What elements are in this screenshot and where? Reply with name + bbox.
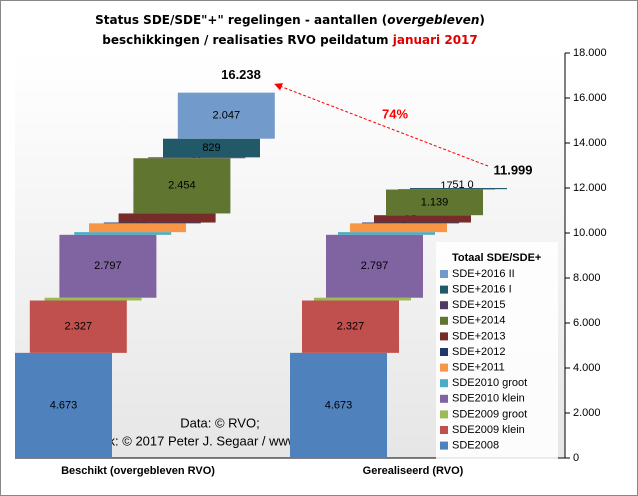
bar-segment xyxy=(74,232,172,235)
legend-label: SDE2010 klein xyxy=(452,393,525,405)
arrow xyxy=(274,83,489,167)
chart-subtitle: beschikkingen / realisaties RVO peildatu… xyxy=(102,33,478,47)
y-tick-label: 14.000 xyxy=(573,137,607,149)
bar-segment xyxy=(350,223,447,233)
value-label: 4.673 xyxy=(50,399,78,411)
chart-title: Status SDE/SDE"+" regelingen - aantallen… xyxy=(95,13,485,27)
value-label: 1.139 xyxy=(421,196,449,208)
bar-segment xyxy=(290,352,387,458)
bar-segment xyxy=(302,300,399,353)
bar-segment xyxy=(103,222,201,224)
value-label: 2.047 xyxy=(213,110,241,122)
value-label: 4.673 xyxy=(325,399,353,411)
legend-title: Totaal SDE/SDE+ xyxy=(452,252,541,264)
legend-swatch xyxy=(440,410,448,419)
value-label: 17 xyxy=(440,180,452,192)
bar-segment xyxy=(44,297,142,301)
legend: Totaal SDE/SDE+ SDE2008 SDE2009 klein SDE20… xyxy=(436,242,558,461)
bar-segment xyxy=(374,215,471,223)
bar-segment xyxy=(410,188,507,190)
y-tick-label: 18.000 xyxy=(573,47,607,59)
bar-segment xyxy=(15,352,112,458)
value-label: 2.454 xyxy=(168,180,196,192)
legend-label: SDE+2015 xyxy=(452,299,506,311)
y-tick-label: 8.000 xyxy=(573,272,601,284)
y-tick-label: 12.000 xyxy=(573,182,607,194)
y-tick-label: 2.000 xyxy=(573,407,601,419)
legend-swatch xyxy=(440,363,448,372)
bar-segment xyxy=(118,213,216,223)
legend-label: SDE+2014 xyxy=(452,315,506,327)
y-tick-label: 0 xyxy=(573,452,579,464)
bar-segment xyxy=(163,138,260,158)
y-tick-label: 4.000 xyxy=(573,362,601,374)
bar-segment xyxy=(29,300,127,353)
total-label: 11.999 xyxy=(493,162,532,177)
value-label: 2.327 xyxy=(337,321,365,333)
legend-swatch xyxy=(440,348,448,356)
bar-segment xyxy=(338,232,435,235)
legend-label: SDE+2016 I xyxy=(452,284,512,296)
bar-segment xyxy=(148,157,246,159)
x-tick-label: Beschikt (overgebleven RVO) xyxy=(61,465,215,477)
bar-segment xyxy=(326,234,423,298)
bar-segment xyxy=(362,222,459,224)
x-tick-label: Gerealiseerd (RVO) xyxy=(363,465,464,477)
legend-swatch xyxy=(440,270,448,278)
legend-label: SDE+2011 xyxy=(452,362,505,374)
total-label: 16.238 xyxy=(221,67,261,82)
legend-swatch xyxy=(440,316,448,325)
value-label: 51 xyxy=(452,179,464,191)
annotation: 74% xyxy=(382,106,408,121)
value-label: 0 xyxy=(467,179,473,191)
legend-swatch xyxy=(440,379,448,388)
bar-segment xyxy=(133,158,231,214)
value-label: 2.797 xyxy=(94,260,122,272)
y-tick-label: 10.000 xyxy=(573,227,607,239)
legend-label: SDE+2012 xyxy=(452,346,506,358)
bar-segment xyxy=(386,189,483,216)
legend-label: SDE2009 groot xyxy=(452,408,527,420)
legend-swatch xyxy=(440,394,448,403)
y-tick-label: 16.000 xyxy=(573,92,607,104)
legend-swatch xyxy=(440,301,448,310)
value-label: 2.797 xyxy=(361,260,389,272)
legend-swatch xyxy=(440,285,448,294)
legend-label: SDE+2013 xyxy=(452,330,506,342)
legend-box xyxy=(436,242,558,461)
legend-swatch xyxy=(440,332,448,341)
bar-segment xyxy=(177,92,275,139)
legend-label: SDE+2016 II xyxy=(452,268,515,280)
y-tick-label: 6.000 xyxy=(573,317,601,329)
bar-segment xyxy=(314,297,411,301)
bar-segment xyxy=(59,234,157,298)
legend-label: SDE2008 xyxy=(452,440,499,452)
bar-segment xyxy=(89,223,186,233)
value-label: 2.327 xyxy=(65,321,93,333)
legend-label: SDE2010 groot xyxy=(452,377,527,389)
legend-swatch xyxy=(440,441,448,450)
credit: Data: © RVO; xyxy=(180,415,259,430)
value-label: 829 xyxy=(202,142,220,154)
legend-label: SDE2009 klein xyxy=(452,424,525,436)
legend-swatch xyxy=(440,426,448,434)
